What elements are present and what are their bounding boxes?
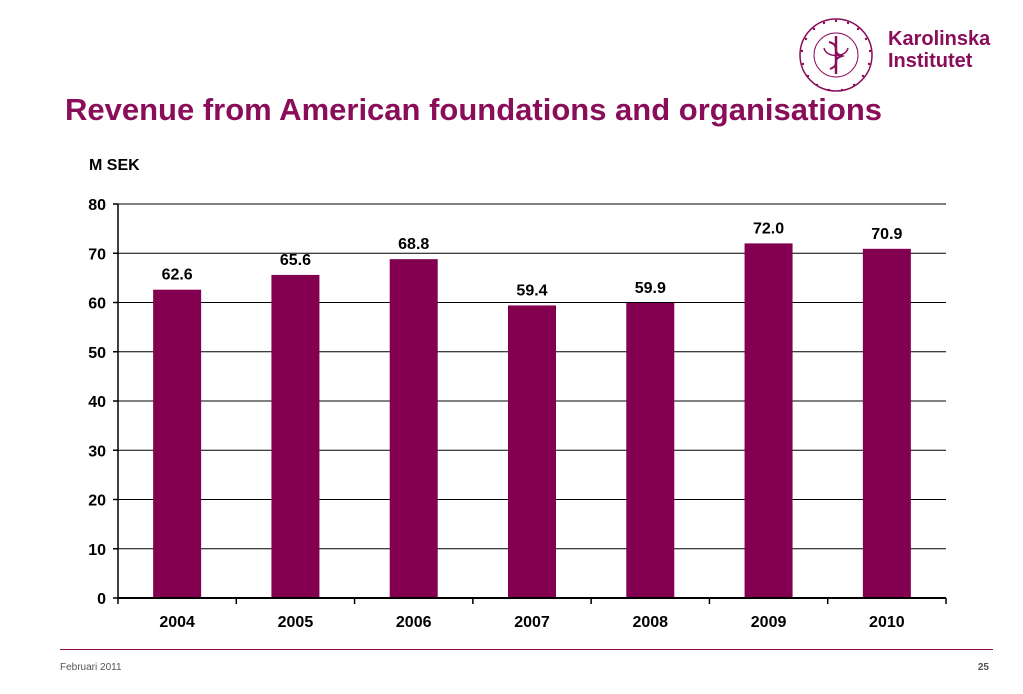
bars — [153, 243, 911, 598]
slide-title: Revenue from American foundations and or… — [65, 92, 883, 127]
labels: 0 10 20 30 40 50 60 70 80 62.6 2004 65.6 2005 68.8 200… — [88, 197, 905, 631]
value-label-2005: 65.6 — [280, 252, 311, 269]
value-label-2006: 68.8 — [398, 236, 429, 253]
page-number: 25 — [977, 662, 989, 673]
x-tick-label-2009: 2009 — [751, 614, 787, 631]
y-tick-label-60: 60 — [88, 296, 106, 313]
y-tick-label-30: 30 — [88, 443, 106, 460]
value-label-2009: 72.0 — [753, 220, 784, 237]
y-tick-label-80: 80 — [88, 197, 106, 214]
logo-wordmark: Karolinska Institutet — [888, 28, 990, 72]
y-tick-label-70: 70 — [88, 246, 106, 263]
seal-icon — [799, 18, 873, 92]
y-axis-unit-label: M SEK — [89, 157, 140, 174]
bar-2007 — [508, 305, 556, 598]
value-label-2004: 62.6 — [162, 267, 193, 284]
bar-2010 — [862, 248, 911, 598]
y-tick-label-50: 50 — [88, 345, 106, 362]
y-tick-label-20: 20 — [88, 493, 106, 510]
footer-divider — [60, 649, 993, 650]
x-tick-label-2005: 2005 — [278, 614, 314, 631]
bar-2009 — [744, 243, 793, 598]
x-tick-label-2010: 2010 — [869, 614, 905, 631]
bar-2005 — [271, 274, 320, 598]
bar-2004 — [153, 289, 202, 598]
value-label-2008: 59.9 — [635, 280, 666, 297]
logo-line-2: Institutet — [888, 50, 973, 72]
bar-2008 — [626, 302, 675, 598]
x-tick-label-2008: 2008 — [632, 614, 668, 631]
y-tick-label-0: 0 — [97, 591, 106, 608]
value-label-2007: 59.4 — [516, 282, 547, 299]
bar-2006 — [389, 259, 438, 598]
y-tick-label-40: 40 — [88, 394, 106, 411]
axes — [113, 203, 947, 604]
footer-date: Februari 2011 — [60, 662, 122, 673]
x-tick-label-2004: 2004 — [159, 614, 195, 631]
logo-line-1: Karolinska — [888, 28, 991, 50]
y-tick-label-10: 10 — [88, 542, 106, 559]
x-tick-label-2006: 2006 — [396, 614, 432, 631]
value-label-2010: 70.9 — [871, 226, 902, 243]
karolinska-logo: Karolinska Institutet — [796, 14, 1006, 96]
x-tick-label-2007: 2007 — [514, 614, 550, 631]
